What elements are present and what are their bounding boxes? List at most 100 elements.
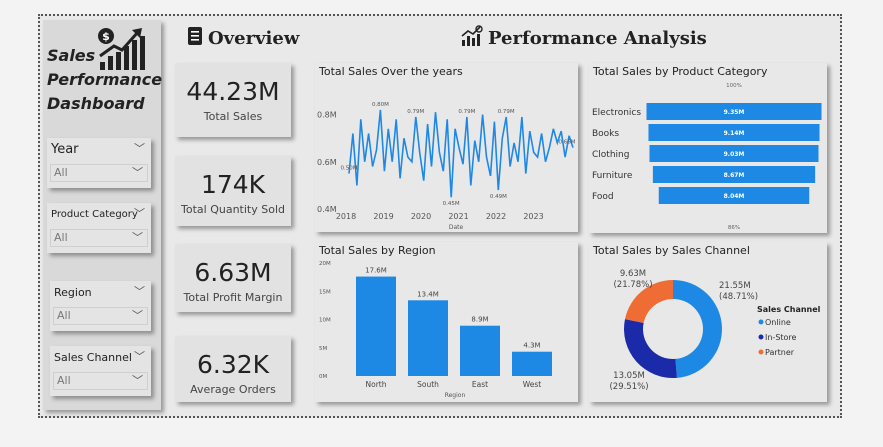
performance-heading: Performance Analysis	[488, 28, 707, 49]
funnel-chart: 100% 86% Electronics 9.35M Books 9.14M Clothin…	[592, 83, 822, 231]
dashboard-title: Sales Performance Dashboard	[47, 44, 162, 116]
data-label: 8.04M	[724, 193, 745, 200]
kpi-value: 44.23M	[186, 77, 280, 106]
slicer-region[interactable]: Region ﹀ All ﹀	[50, 281, 151, 331]
slicer-region-value: All	[57, 309, 71, 322]
kpi-caption: Total Profit Margin	[183, 291, 283, 304]
chevron-down-icon[interactable]: ﹀	[132, 309, 143, 322]
funnel-bar	[652, 166, 816, 183]
funnel-top-label: 100%	[726, 83, 742, 89]
chevron-down-icon[interactable]: ﹀	[132, 374, 143, 387]
x-axis-label: Region	[445, 392, 466, 399]
chevron-down-icon[interactable]: ﹀	[134, 285, 145, 298]
kpi-caption: Total Sales	[203, 110, 263, 123]
chevron-down-icon[interactable]: ﹀	[132, 166, 143, 179]
x-tick-label: 2023	[523, 212, 543, 221]
y-tick-label: 5M	[319, 346, 327, 352]
document-icon	[188, 27, 202, 45]
chevron-down-icon[interactable]: ﹀	[134, 142, 145, 155]
slicer-region-label: Region	[54, 286, 92, 299]
funnel-bottom-label: 86%	[728, 225, 740, 231]
chart-title: Total Sales by Sales Channel	[593, 244, 750, 257]
chart-title: Total Sales by Region	[319, 244, 436, 257]
bar-chart: 0M 5M 10M 15M 20M 17.6M North 13.4M South 8.9M Eas…	[319, 261, 552, 399]
chart-title: Total Sales Over the years	[319, 65, 463, 78]
legend-entry: In-Store	[765, 333, 797, 342]
kpi-value: 6.63M	[194, 258, 272, 287]
data-label: 0.66M	[559, 140, 576, 146]
x-tick-label: 2019	[373, 212, 393, 221]
slicer-year-label: Year	[51, 142, 79, 157]
slicer-year[interactable]: Year ﹀ All ﹀	[47, 138, 151, 188]
y-tick-label: 0.8M	[317, 111, 337, 120]
data-label: 0.80M	[372, 102, 389, 108]
category-label: Electronics	[592, 108, 641, 118]
data-label: 0.79M	[407, 109, 424, 115]
x-tick-label: South	[417, 380, 439, 389]
kpi-value: 174K	[200, 170, 266, 199]
title-line-3: Dashboard	[47, 94, 145, 113]
y-tick-label: 0.6M	[317, 158, 337, 167]
bar	[512, 351, 552, 376]
x-axis-label: Date	[449, 224, 464, 231]
panel-sales-over-years: Total Sales Over the years 0.4M 0.6M 0.8M 2…	[315, 63, 578, 232]
growth-chart-icon	[461, 25, 483, 46]
kpi-value: 6.32K	[196, 350, 270, 379]
slicer-year-dropdown[interactable]: All ﹀	[50, 164, 148, 182]
x-tick-label: North	[366, 380, 387, 389]
data-label: 9.35M	[724, 109, 745, 116]
category-label: Clothing	[592, 150, 629, 160]
slicer-region-dropdown[interactable]: All ﹀	[53, 307, 148, 325]
panel-sales-by-category: Total Sales by Product Category 100% 86% E…	[589, 63, 827, 233]
data-label: 17.6M	[365, 267, 387, 275]
legend-marker	[758, 334, 764, 340]
slicer-product-category-label: Product Category	[51, 209, 138, 220]
data-label: 0.79M	[458, 109, 475, 115]
donut-chart: 21.55M(48.71%) 13.05M(29.51%) 9.63M(21.78%…	[609, 269, 821, 392]
funnel-bar	[646, 103, 822, 120]
data-label: 13.05M	[613, 371, 645, 381]
donut-slice	[624, 319, 677, 378]
title-line-2: Performance	[47, 70, 163, 89]
slicer-sales-channel[interactable]: Sales Channel ﹀ All ﹀	[50, 346, 151, 396]
legend-entry: Partner	[765, 348, 795, 357]
kpi-total-sales: 44.23M Total Sales	[175, 63, 291, 137]
data-label: 4.3M	[523, 342, 540, 350]
slicer-sales-channel-value: All	[57, 374, 71, 387]
data-label: 9.63M	[620, 269, 646, 279]
bar	[460, 325, 500, 376]
data-label: 9.14M	[724, 130, 745, 137]
title-line-1: Sales	[47, 46, 96, 65]
donut-slice	[673, 280, 722, 378]
category-label: Books	[592, 129, 619, 139]
line-chart: 0.4M 0.6M 0.8M 2018 2019 2020 2021 2022 2023 Date…	[317, 102, 576, 231]
funnel-bar	[648, 124, 820, 141]
data-label: 0.45M	[443, 201, 460, 207]
legend-marker	[758, 319, 764, 325]
data-label: 0.50M	[341, 166, 358, 172]
x-tick-label: 2018	[336, 212, 356, 221]
x-tick-label: East	[472, 380, 488, 389]
svg-text:$: $	[102, 30, 110, 43]
legend-title: Sales Channel	[757, 305, 821, 314]
data-label: 8.9M	[471, 316, 488, 324]
chevron-down-icon[interactable]: ﹀	[134, 207, 145, 220]
data-label: 13.4M	[417, 290, 439, 298]
series-line	[348, 109, 574, 198]
kpi-total-quantity: 174K Total Quantity Sold	[175, 156, 291, 226]
kpi-caption: Total Quantity Sold	[181, 203, 285, 216]
slicer-year-value: All	[54, 166, 68, 179]
x-tick-label: West	[523, 380, 541, 389]
panel-sales-by-channel: Total Sales by Sales Channel 21.55M (48.7…	[589, 242, 827, 402]
data-label: 8.67M	[724, 172, 745, 179]
slicer-sales-channel-dropdown[interactable]: All ﹀	[53, 372, 148, 390]
data-label: 0.49M	[490, 194, 507, 200]
y-tick-label: 0.4M	[317, 205, 337, 214]
chevron-down-icon[interactable]: ﹀	[134, 350, 145, 363]
y-tick-label: 15M	[319, 289, 331, 295]
slicer-product-category-dropdown[interactable]: All ﹀	[50, 229, 148, 247]
slicer-product-category[interactable]: Product Category ﹀ All ﹀	[47, 203, 151, 253]
kpi-total-profit-margin: 6.63M Total Profit Margin	[175, 244, 291, 312]
chevron-down-icon[interactable]: ﹀	[132, 231, 143, 244]
funnel-bar	[658, 187, 810, 204]
